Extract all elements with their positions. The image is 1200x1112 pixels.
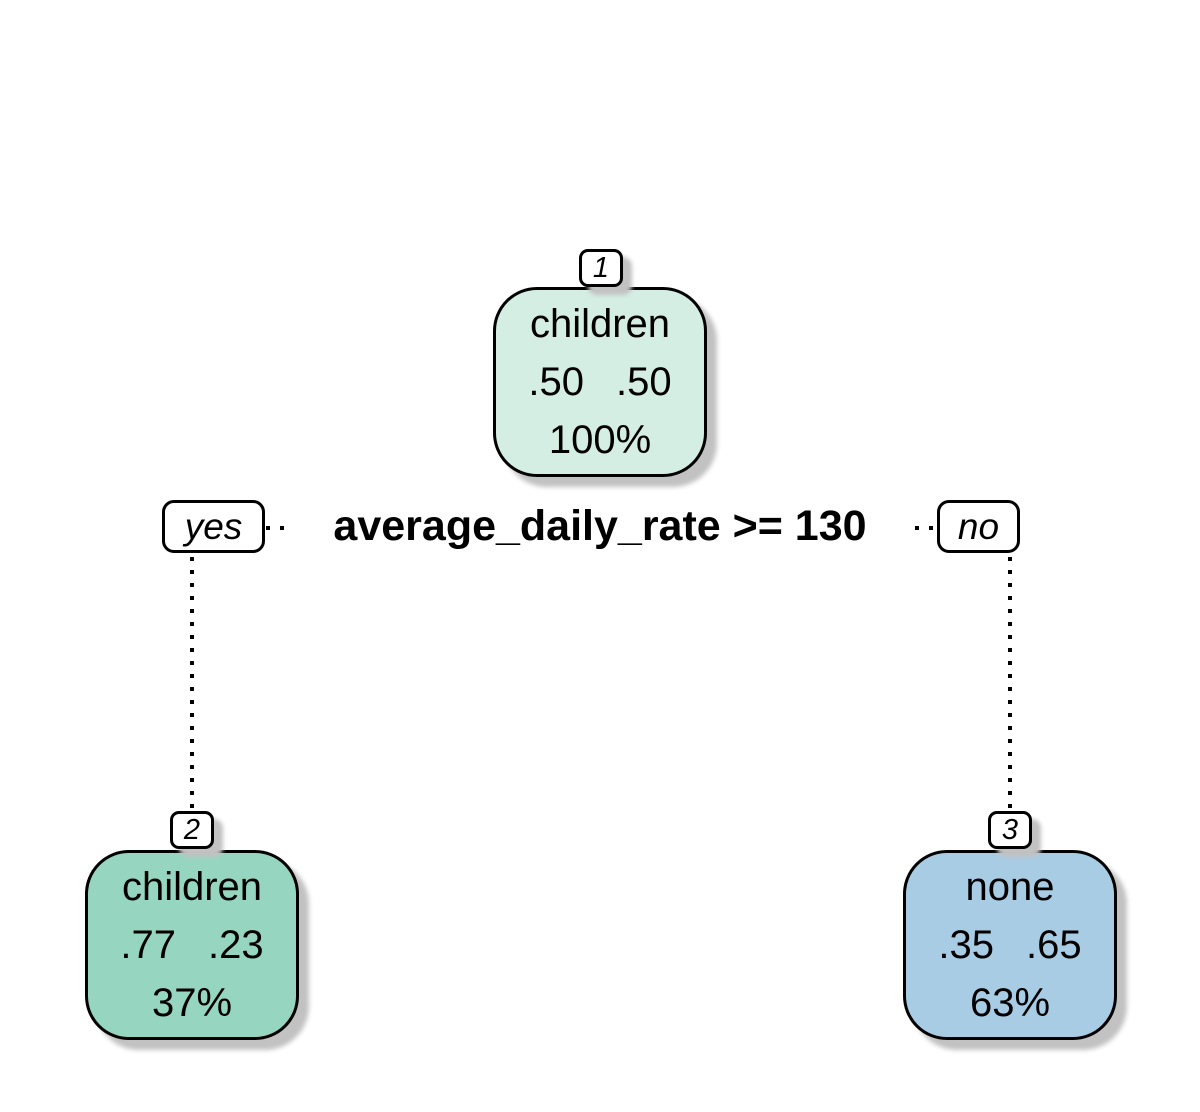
node-prob-right: .50 (616, 360, 672, 404)
branch-line-no (1008, 557, 1012, 809)
node-number-badge: 3 (988, 811, 1032, 849)
branch-line-yes (190, 557, 194, 809)
no-label-box: no (937, 500, 1020, 553)
tree-node-root: children .50 .50 100% (493, 287, 707, 477)
split-condition: average_daily_rate >= 130 (333, 502, 867, 550)
node-coverage: 63% (969, 981, 1051, 1025)
node-class-label: children (121, 865, 263, 909)
tree-node-left-leaf: children .77 .23 37% (85, 850, 299, 1040)
no-label: no (957, 505, 1000, 547)
yes-label-box: yes (162, 500, 265, 553)
node-probabilities: .77 .23 (120, 916, 263, 974)
node-prob-right: .23 (208, 923, 264, 967)
node-number: 1 (592, 251, 610, 284)
node-prob-right: .65 (1026, 923, 1082, 967)
branch-dots-left (266, 526, 285, 530)
node-probabilities: .50 .50 (528, 353, 671, 411)
tree-node-right-leaf: none .35 .65 63% (903, 850, 1117, 1040)
node-class-label: none (965, 865, 1055, 909)
node-number-badge: 2 (170, 811, 214, 849)
node-number: 2 (183, 813, 201, 846)
node-class-label: children (529, 302, 671, 346)
node-number: 3 (1001, 813, 1019, 846)
node-coverage: 100% (548, 418, 652, 462)
node-prob-left: .50 (528, 360, 584, 404)
node-number-badge: 1 (579, 249, 623, 287)
yes-label: yes (184, 505, 243, 547)
node-coverage: 37% (151, 981, 233, 1025)
node-probabilities: .35 .65 (938, 916, 1081, 974)
node-prob-left: .35 (938, 923, 994, 967)
branch-dots-right (915, 526, 934, 530)
node-prob-left: .77 (120, 923, 176, 967)
